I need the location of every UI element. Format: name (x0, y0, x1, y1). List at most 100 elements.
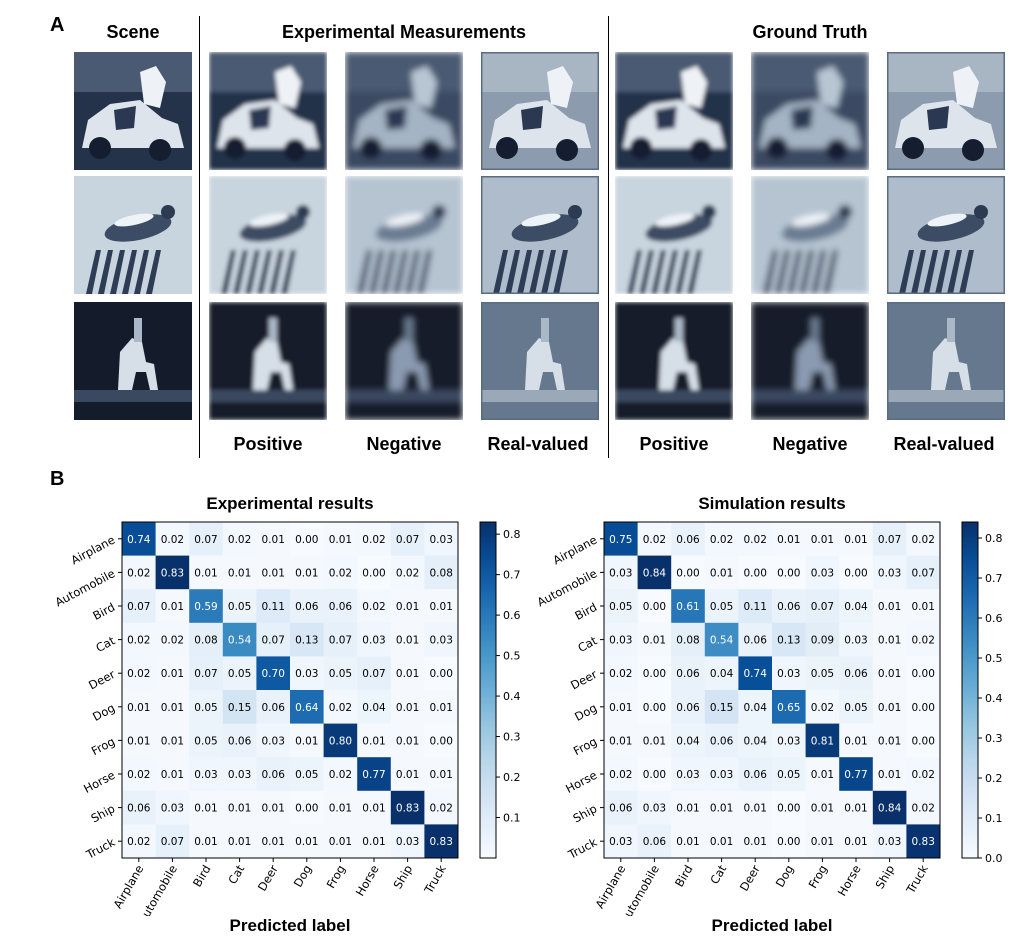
cm1-cell (604, 622, 639, 657)
cm0-cell (424, 589, 459, 624)
cm0-cell (122, 589, 157, 624)
cm1-cell-value: 0.06 (676, 668, 700, 680)
cm0-cell (122, 555, 157, 590)
cm0-cell (390, 757, 425, 792)
cm1-cell (872, 656, 907, 691)
cm1-cell-value: 0.02 (643, 534, 666, 546)
cm1-cell (738, 656, 773, 691)
cm0-cell-value: 0.02 (362, 534, 385, 546)
cm0-cell-value: 0.01 (329, 803, 352, 815)
cm0-cell (155, 522, 190, 557)
cm1-cell (671, 656, 706, 691)
cm1-cell-value: 0.01 (878, 668, 901, 680)
cm0-cell-value: 0.01 (430, 769, 453, 781)
cm0-cell-value: 0.02 (228, 534, 251, 546)
cm1-cell (604, 555, 639, 590)
cm1-cell-value: 0.00 (744, 567, 767, 579)
thumb-image (481, 52, 599, 170)
cm-title-simulation: Simulation results (698, 494, 846, 513)
cm0-colorbar (479, 521, 497, 859)
sub-label-real-gt: Real-valued (893, 434, 995, 454)
cm0-cell-value: 0.02 (329, 702, 352, 714)
cm0-cell (256, 622, 291, 657)
cm1-colorbar (961, 521, 979, 859)
cm1-cell (772, 656, 807, 691)
cm0-colorbar-label: 0.5 (503, 650, 521, 663)
thumb-automobile-real-exp (481, 52, 599, 170)
cm1-cell-value: 0.03 (878, 567, 901, 579)
cm0-cell-value: 0.01 (396, 702, 419, 714)
cm1-cell (872, 757, 907, 792)
cm0-frame (121, 521, 459, 859)
cm0-cell (424, 824, 459, 859)
cm1-cell-value: 0.03 (676, 769, 699, 781)
cm0-cell-value: 0.07 (362, 668, 385, 680)
cm0-cell-value: 0.01 (295, 836, 318, 848)
thumb-image (751, 302, 869, 420)
thumb-image (615, 302, 733, 420)
cm0-cell (390, 723, 425, 758)
cm1-cell (872, 555, 907, 590)
sub-label-negative-gt: Negative (772, 434, 848, 454)
cm0-cell (122, 757, 157, 792)
cm1-cell-value: 0.00 (777, 836, 800, 848)
cm0-cell (256, 589, 291, 624)
cm0-cell (222, 522, 257, 557)
cm1-cell-value: 0.04 (744, 735, 768, 747)
thumb-horse-real-gt (887, 302, 1005, 420)
cm1-cell (704, 824, 739, 859)
cm1-cell (872, 690, 907, 725)
thumb-horse-scene (74, 302, 192, 420)
cm1-cell-value: 0.01 (710, 836, 733, 848)
cm1-cell-value: 0.03 (643, 803, 666, 815)
cm1-cell (738, 723, 773, 758)
cm0-cell-value: 0.01 (396, 601, 419, 613)
cm0-cell (256, 757, 291, 792)
cm0-cell (155, 790, 190, 825)
scene-header: Scene (106, 22, 160, 42)
cm1-cell (671, 622, 706, 657)
thumb-horse-real-exp (481, 302, 599, 420)
cm1-cell-value: 0.01 (844, 836, 867, 848)
cm1-xlabel-airplane: Airplane (592, 863, 628, 911)
cm1-cell (671, 589, 706, 624)
cm0-cell-value: 0.01 (194, 567, 217, 579)
cm1-xlabel-horse: Horse (835, 863, 864, 899)
cm1-ylabel-ship: Ship (571, 801, 600, 825)
cm0-cell (290, 723, 325, 758)
cm0-cell-value: 0.03 (161, 803, 184, 815)
cm1-cell-value: 0.01 (811, 836, 834, 848)
thumb-image (887, 176, 1005, 294)
cm0-cell (424, 522, 459, 557)
cm1-cell-value: 0.05 (811, 668, 834, 680)
cm1-cell-value: 0.04 (844, 601, 868, 613)
cm0-cell (189, 589, 224, 624)
cm0-xlabel-deer: Deer (255, 862, 281, 893)
cm0-cell-value: 0.02 (329, 769, 352, 781)
cm1-ylabel-horse: Horse (563, 768, 599, 796)
cm1-cell-value: 0.03 (609, 635, 632, 647)
cm0-cell (424, 656, 459, 691)
cm0-cell (390, 656, 425, 691)
cm1-cell (805, 790, 840, 825)
cm0-cell-value: 0.01 (430, 601, 453, 613)
cm1-cell (839, 622, 874, 657)
cm1-cell (604, 690, 639, 725)
thumb-image (481, 302, 599, 420)
cm1-cell-value: 0.54 (710, 635, 734, 647)
thumb-image (74, 176, 192, 294)
sub-label-positive-exp: Positive (233, 434, 303, 454)
cm0-cell-value: 0.01 (396, 635, 419, 647)
cm1-colorbar-label: 0.1 (985, 812, 1003, 825)
cm1-cell (704, 555, 739, 590)
cm0-cell (323, 656, 358, 691)
cm0-colorbar-label: 0.7 (503, 569, 521, 582)
cm0-cell-value: 0.02 (127, 635, 150, 647)
cm1-cell-value: 0.03 (609, 836, 632, 848)
cm0-cell-value: 0.01 (362, 803, 385, 815)
cm1-cell-value: 0.04 (710, 668, 734, 680)
cm1-cell (704, 723, 739, 758)
cm0-cell (222, 622, 257, 657)
cm0-cell-value: 0.07 (262, 635, 285, 647)
cm1-cell (637, 522, 672, 557)
